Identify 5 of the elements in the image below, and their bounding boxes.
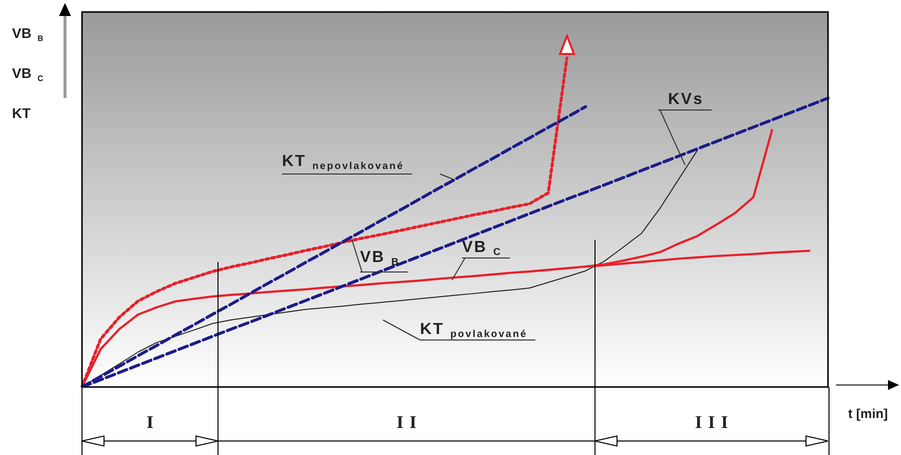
annotation: KVs bbox=[668, 91, 704, 108]
text: III bbox=[694, 412, 734, 432]
x-axis-title: t [min] bbox=[848, 406, 888, 421]
text: II bbox=[396, 412, 423, 432]
text: I bbox=[146, 412, 160, 432]
